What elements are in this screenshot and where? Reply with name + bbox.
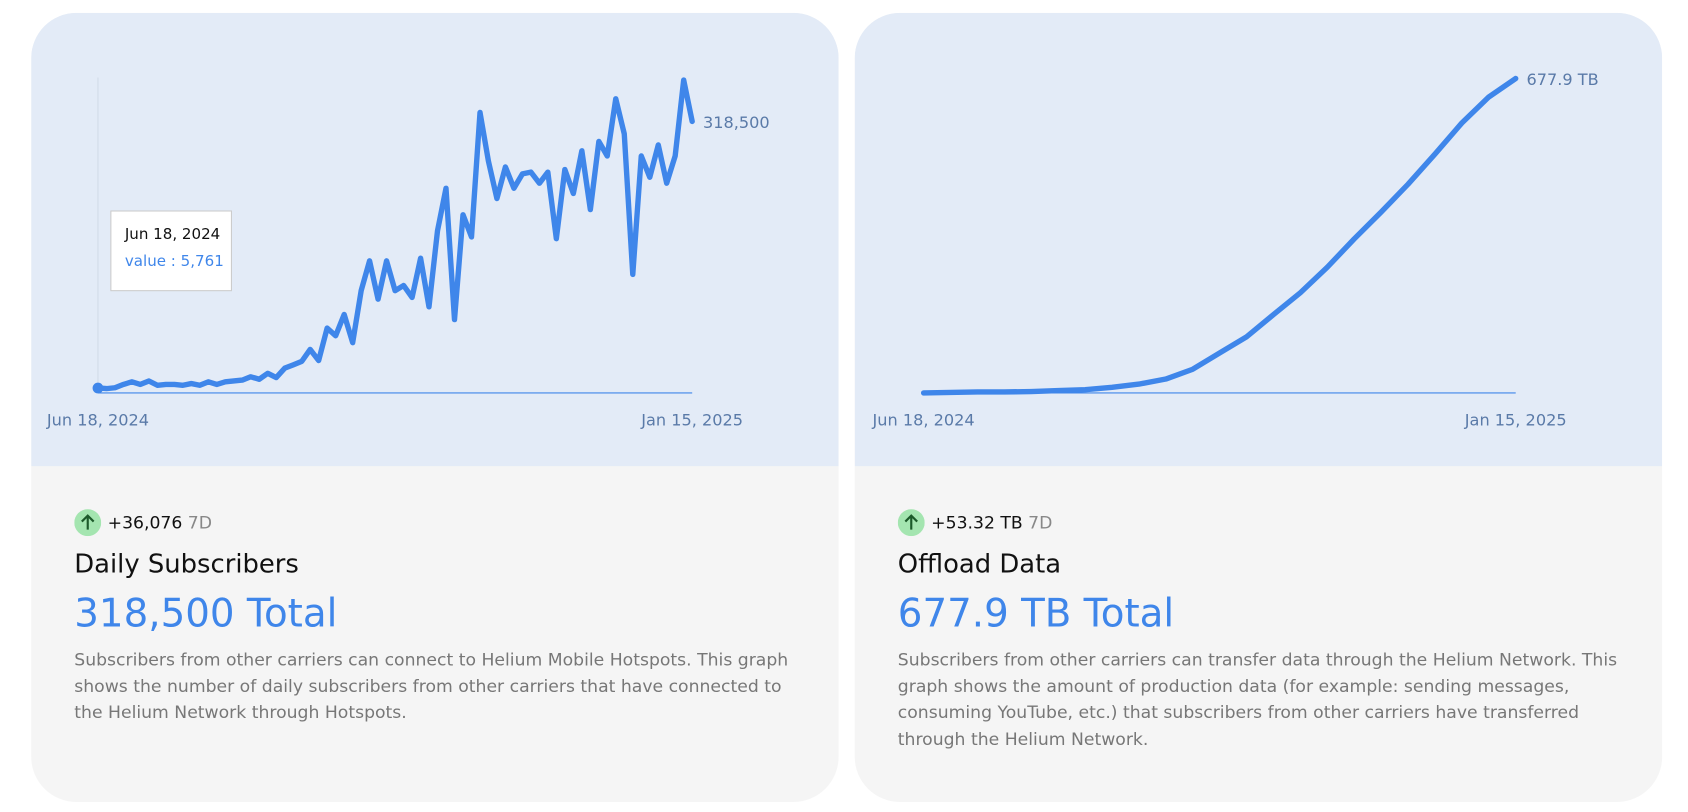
period: 7D: [1028, 511, 1053, 533]
card-title: Daily Subscribers: [74, 549, 299, 580]
description: Subscribers from other carriers can conn…: [74, 649, 789, 723]
x-tick-label: Jun 18, 2024: [46, 410, 149, 429]
tooltip-date: Jun 18, 2024: [124, 225, 220, 243]
end-value-label: 677.9 TB: [1526, 70, 1598, 89]
card-title: Offload Data: [897, 549, 1062, 580]
change-row: +53.32 TB 7D: [897, 508, 1619, 536]
change: +36,076: [107, 511, 183, 533]
change: +53.32 TB: [931, 511, 1023, 533]
x-tick-label: Jun 18, 2024: [872, 410, 975, 429]
period: 7D: [187, 511, 212, 533]
card-info: +36,076 7D Daily Subscribers 318,500 Tota…: [74, 508, 795, 726]
tooltip-value: value : 5,761: [125, 252, 224, 270]
series-line: [920, 75, 1519, 396]
up-icon: [897, 508, 925, 536]
x-tick-label: Jan 15, 2025: [1464, 410, 1567, 429]
tooltip: [110, 210, 232, 292]
up-icon: [74, 508, 102, 536]
series-line: [95, 77, 695, 392]
total: 318,500 Total: [74, 592, 338, 637]
chart: Jun 18, 2024 Jan 15, 2025 677.9 TB: [854, 12, 1663, 467]
card: Jun 18, 2024 Jan 15, 2025 677.9 TB +53.32 …: [854, 12, 1663, 802]
card: Jun 18, 2024 Jan 15, 2025 318,500 Jun 18, 2…: [31, 12, 839, 802]
chart: Jun 18, 2024 Jan 15, 2025 318,500 Jun 18, 2…: [31, 12, 839, 467]
description: Subscribers from other carriers can tran…: [897, 649, 1618, 749]
total: 677.9 TB Total: [897, 592, 1175, 637]
card-info: +53.32 TB 7D Offload Data 677.9 TB Total …: [897, 508, 1619, 752]
x-tick-label: Jan 15, 2025: [640, 410, 743, 429]
hover-dot: [92, 382, 104, 394]
end-value-label: 318,500: [703, 113, 770, 132]
change-row: +36,076 7D: [74, 508, 795, 536]
